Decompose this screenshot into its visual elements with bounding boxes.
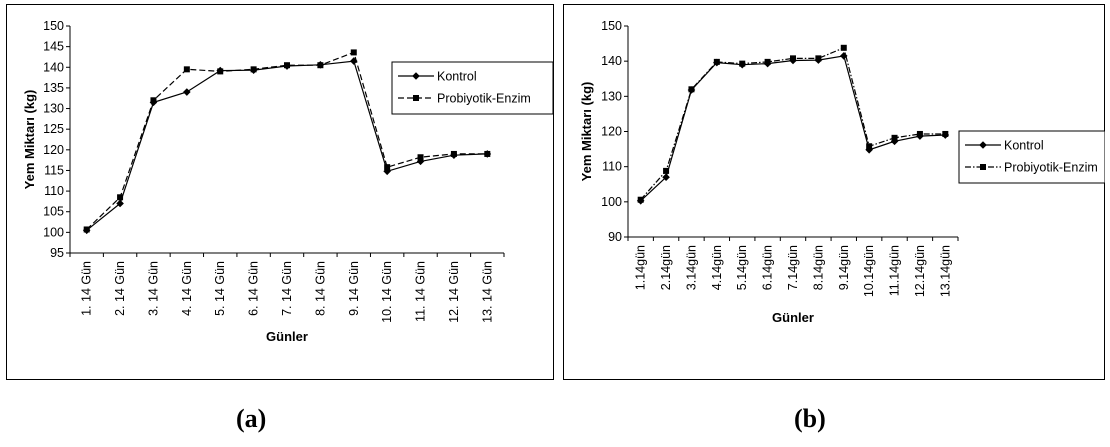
chart-a-frame [6, 4, 554, 380]
chart-a-legend-box [391, 61, 554, 115]
chart-b-y-tick-label: 110 [602, 160, 622, 174]
chart-b-y-tick-label: 140 [601, 54, 622, 68]
chart-a-y-tick-label: 130 [43, 102, 64, 116]
chart-b-point-probiyotik-enzim [713, 58, 720, 65]
chart-a-x-tick-label: 3. 14 Gün [146, 261, 160, 316]
chart-a-y-tick-label: 135 [43, 81, 64, 95]
chart-a-point-probiyotik-enzim [150, 97, 157, 104]
chart-a-point-kontrol [116, 199, 124, 208]
chart-b-point-kontrol [662, 173, 670, 182]
chart-a: 95 100 105 110 115 120 125 130 135 140 145 150 1. 14… [6, 4, 554, 380]
chart-b-x-tick-label: 7.14gün [786, 245, 800, 290]
chart-b-point-probiyotik-enzim [891, 134, 898, 141]
chart-b-x-tick-label: 2.14gün [659, 245, 673, 290]
chart-a-y-tick-label: 150 [43, 19, 64, 33]
chart-a-y-tick-label: 110 [44, 184, 64, 198]
chart-b-x-tick-label: 4.14gün [710, 245, 724, 290]
chart-a-point-probiyotik-enzim [117, 194, 124, 201]
chart-a-x-tick-label: 10. 14 Gün [380, 261, 394, 323]
chart-b-legend-box [958, 130, 1105, 184]
chart-b-x-axis-title: Günler [772, 310, 814, 325]
chart-a-x-tick-label: 9. 14 Gün [347, 261, 361, 316]
chart-a-y-tick-label: 125 [43, 122, 64, 136]
chart-a-x-tick-label: 11. 14 Gün [414, 261, 428, 322]
chart-a-point-probiyotik-enzim [317, 62, 324, 69]
chart-b-y-axis-title: Yem Miktarı (kg) [579, 82, 594, 182]
chart-a-legend-label-0: Kontrol [437, 70, 477, 84]
chart-b-x-tick-label: 3.14gün [684, 245, 698, 290]
chart-b-y-tick-label: 100 [601, 195, 622, 209]
chart-b-x-tick-label: 10.14gün [862, 245, 876, 297]
chart-a-x-tick-label: 2. 14 Gün [113, 261, 127, 316]
chart-a-point-probiyotik-enzim [417, 154, 424, 161]
chart-a-point-probiyotik-enzim [484, 150, 491, 157]
chart-b-legend-marker-1 [980, 164, 986, 170]
panel-label-a: (a) [236, 404, 267, 433]
chart-a-x-tick-label: 13. 14 Gün [480, 261, 494, 323]
chart-b-svg: 90 100 110 120 130 140 150 1.14gün 2.14gün 3.14gü… [563, 4, 1105, 380]
chart-a-point-probiyotik-enzim [350, 49, 357, 56]
chart-b-point-probiyotik-enzim [663, 167, 670, 174]
chart-b-x-tick-label: 11.14gün [888, 245, 902, 296]
chart-a-legend-marker-1 [413, 95, 419, 101]
chart-b-point-probiyotik-enzim [942, 130, 949, 137]
chart-a-y-tick-label: 145 [43, 40, 64, 54]
chart-b-frame [563, 4, 1105, 380]
chart-b-point-probiyotik-enzim [764, 58, 771, 65]
chart-a-x-tick-label: 1. 14 Gün [80, 261, 94, 316]
chart-b-point-probiyotik-enzim [739, 60, 746, 67]
chart-a-x-tick-label: 4. 14 Gün [180, 261, 194, 316]
chart-a-x-tick-label: 5. 14 Gün [213, 261, 227, 316]
chart-b-point-probiyotik-enzim [688, 86, 695, 93]
chart-b-x-tick-label: 13.14gün [938, 245, 952, 297]
chart-a-y-axis-title: Yem Miktarı (kg) [22, 90, 37, 190]
chart-a-legend-marker-0 [412, 72, 420, 80]
chart-b: 90 100 110 120 130 140 150 1.14gün 2.14gün 3.14gü… [563, 4, 1105, 380]
chart-b-point-probiyotik-enzim [916, 130, 923, 137]
chart-a-y-tick-label: 120 [43, 143, 64, 157]
chart-a-svg: 95 100 105 110 115 120 125 130 135 140 145 150 1. 14… [6, 4, 554, 380]
chart-b-point-probiyotik-enzim [815, 55, 822, 62]
chart-b-x-tick-label: 6.14gün [761, 245, 775, 290]
chart-b-point-probiyotik-enzim [840, 44, 847, 51]
chart-a-y-tick-label: 100 [43, 225, 64, 239]
chart-b-x-tick-label: 12.14gün [913, 245, 927, 297]
chart-a-point-kontrol [183, 88, 191, 96]
chart-a-point-kontrol [349, 57, 358, 65]
chart-b-legend-label-1: Probiyotik-Enzim [1004, 161, 1098, 175]
chart-b-x-tick-label: 8.14gün [811, 245, 825, 290]
chart-a-point-probiyotik-enzim [450, 150, 457, 157]
chart-b-x-tick-label: 1.14gün [634, 245, 648, 290]
chart-b-point-kontrol [839, 52, 848, 60]
chart-a-x-tick-label: 12. 14 Gün [447, 261, 461, 323]
chart-b-legend-label-0: Kontrol [1004, 139, 1044, 153]
chart-a-y-tick-label: 140 [43, 60, 64, 74]
chart-b-point-probiyotik-enzim [637, 196, 644, 203]
chart-a-x-tick-label: 6. 14 Gün [247, 261, 261, 316]
chart-a-point-probiyotik-enzim [217, 68, 224, 75]
chart-b-x-tick-label: 9.14gün [837, 245, 851, 290]
chart-a-y-tick-label: 105 [43, 205, 64, 219]
chart-b-point-probiyotik-enzim [866, 143, 873, 150]
chart-a-x-tick-label: 8. 14 Gün [313, 261, 327, 316]
chart-a-point-probiyotik-enzim [284, 62, 290, 69]
chart-a-point-probiyotik-enzim [384, 164, 391, 171]
chart-a-point-probiyotik-enzim [83, 226, 90, 233]
panel-label-b: (b) [794, 404, 826, 433]
chart-a-y-tick-label: 115 [44, 163, 64, 177]
chart-a-y-tick-label: 95 [50, 246, 64, 260]
chart-a-point-probiyotik-enzim [183, 66, 190, 73]
chart-b-y-tick-label: 120 [601, 125, 622, 139]
chart-a-legend-label-1: Probiyotik-Enzim [437, 92, 531, 106]
chart-a-x-tick-label: 7. 14 Gün [280, 261, 294, 316]
chart-a-point-probiyotik-enzim [250, 66, 257, 73]
chart-b-y-tick-label: 130 [601, 89, 622, 103]
chart-b-point-probiyotik-enzim [790, 55, 796, 62]
chart-b-y-tick-label: 150 [601, 19, 622, 33]
chart-b-y-tick-label: 90 [608, 230, 622, 244]
chart-b-x-tick-label: 5.14gün [735, 245, 749, 290]
chart-a-x-axis-title: Günler [266, 329, 308, 344]
